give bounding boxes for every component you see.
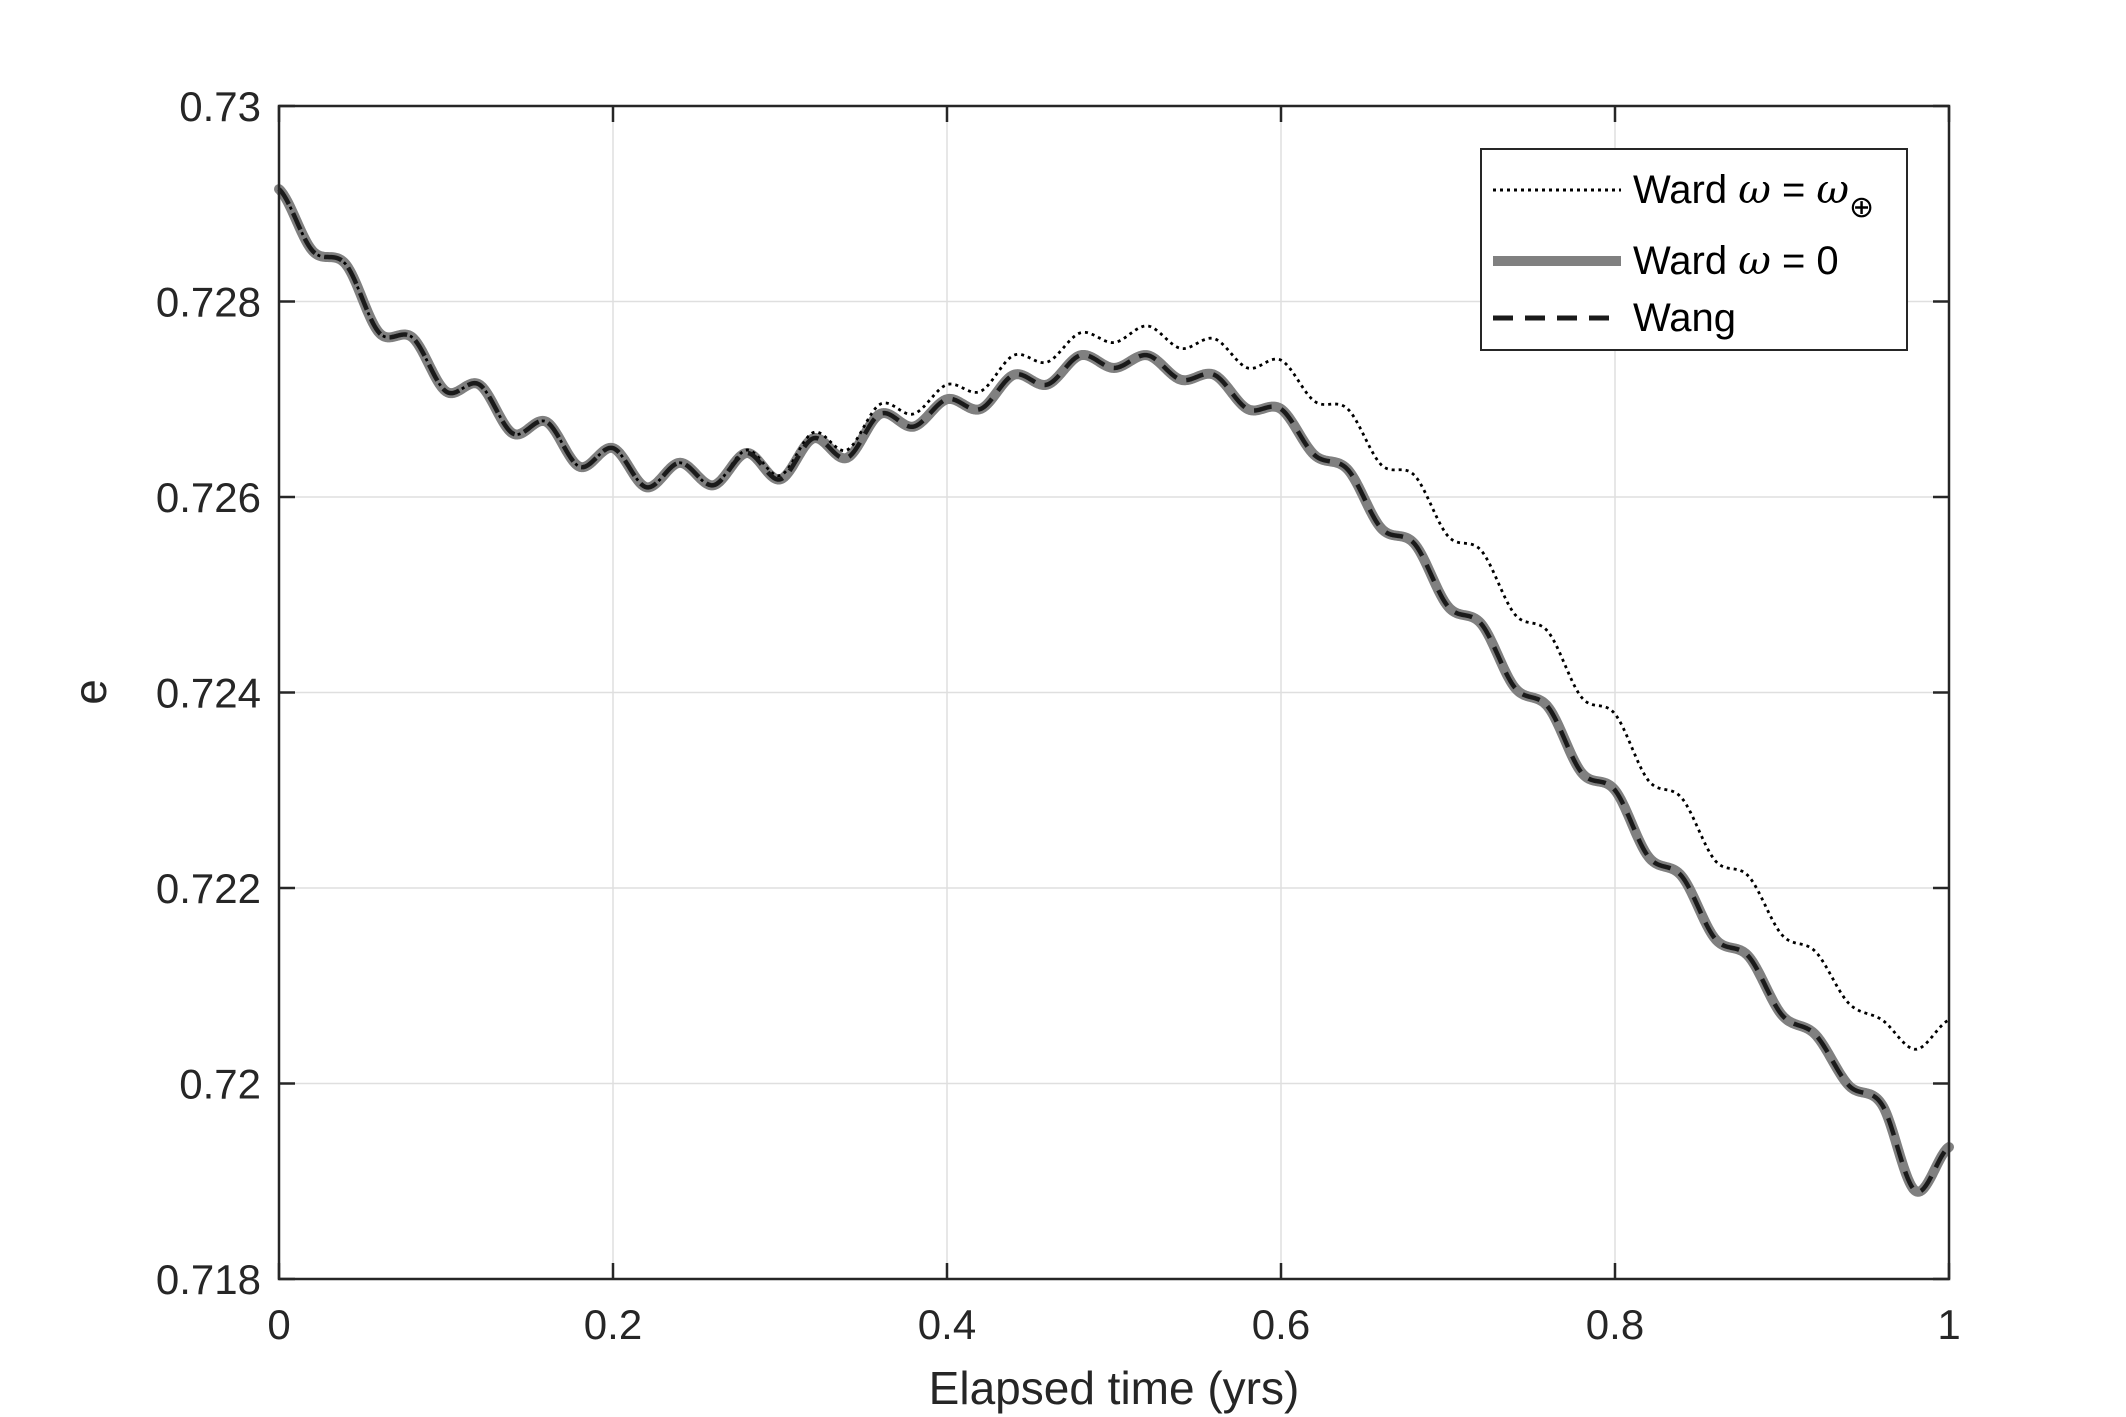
- legend-label-ward-omega-earth: Ward ω = ω⊕: [1633, 167, 1874, 225]
- x-tick-label: 0.6: [1252, 1301, 1310, 1348]
- series-layer: [274, 184, 1954, 1197]
- x-tick-label: 0.8: [1586, 1301, 1644, 1348]
- y-tick-label: 0.728: [156, 279, 261, 326]
- legend-label-wang: Wang: [1633, 296, 1736, 340]
- legend-label-ward-omega-zero: Ward ω = 0: [1633, 238, 1839, 284]
- tick-marks: [277, 104, 1951, 1281]
- x-axis-label: Elapsed time (yrs): [929, 1362, 1300, 1414]
- x-tick-label: 0.4: [918, 1301, 976, 1348]
- y-tick-label: 0.724: [156, 670, 261, 717]
- x-tick-label: 0: [267, 1301, 290, 1348]
- series-line-2: [277, 187, 1951, 1195]
- legend: Ward ω = ω⊕ Ward ω = 0 Wang: [1480, 148, 1908, 351]
- y-axis-label: e: [64, 679, 116, 705]
- y-tick-label: 0.722: [156, 865, 261, 912]
- y-tick-label: 0.72: [179, 1061, 261, 1108]
- y-tick-labels: 0.718 0.72 0.722 0.724 0.726 0.728 0.73: [156, 83, 261, 1303]
- legend-box: [1480, 148, 1908, 351]
- y-tick-label: 0.726: [156, 474, 261, 521]
- y-tick-label: 0.718: [156, 1256, 261, 1303]
- x-tick-label: 0.2: [584, 1301, 642, 1348]
- x-tick-label: 1: [1937, 1301, 1960, 1348]
- x-tick-labels: 0 0.2 0.4 0.6 0.8 1: [267, 1301, 1960, 1348]
- y-tick-label: 0.73: [179, 83, 261, 130]
